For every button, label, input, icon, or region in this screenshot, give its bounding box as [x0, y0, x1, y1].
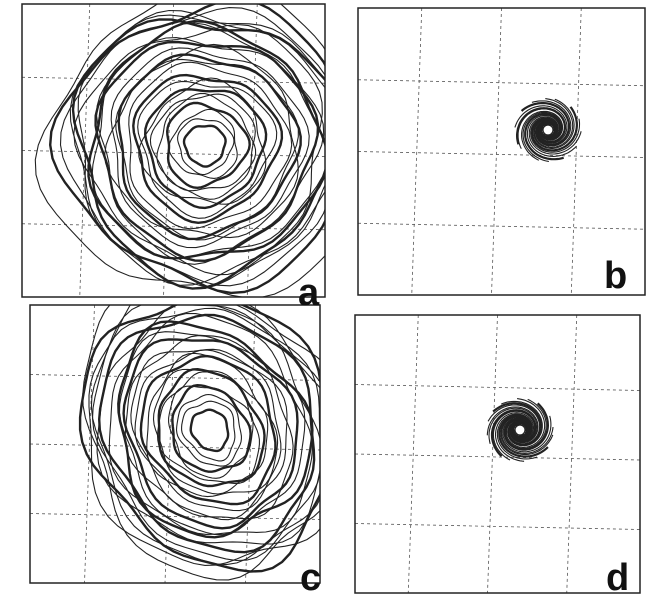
figure: a b c d [0, 0, 653, 606]
streamline [191, 410, 228, 451]
grid-line [567, 315, 577, 593]
panel-label: b [604, 255, 627, 297]
streamline [177, 395, 242, 467]
streamline [184, 126, 226, 167]
grid-line [358, 80, 645, 86]
grid-line [492, 8, 502, 295]
grid-line [408, 315, 418, 593]
panel-frame [358, 8, 645, 295]
panel-label: a [298, 272, 320, 314]
panel-frame [355, 315, 640, 593]
streamline [80, 295, 329, 571]
streamline [147, 353, 278, 496]
streamline [150, 94, 255, 199]
panel-d-plot [355, 315, 640, 593]
panel-a-plot [22, 0, 360, 298]
panel-c-plot [30, 282, 347, 583]
grid-line [358, 152, 645, 158]
panel-label: c [300, 557, 321, 599]
grid-line [358, 223, 645, 229]
streamline [141, 356, 276, 504]
grid-line [488, 315, 498, 593]
grid-line [355, 454, 640, 460]
grid-line [355, 524, 640, 530]
grid-line [571, 8, 581, 295]
vortex-core [543, 125, 553, 135]
vortex-core [515, 425, 525, 435]
panel-label: d [606, 557, 629, 599]
grid-line [85, 305, 95, 583]
streamline [96, 42, 318, 261]
grid-line [355, 385, 640, 391]
panel-b-plot [358, 8, 645, 295]
grid-line [412, 8, 422, 295]
grid-line [22, 151, 325, 157]
